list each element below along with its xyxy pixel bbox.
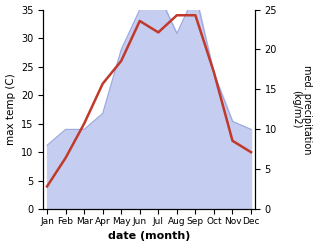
Y-axis label: med. precipitation
(kg/m2): med. precipitation (kg/m2) [291,65,313,154]
X-axis label: date (month): date (month) [108,231,190,242]
Y-axis label: max temp (C): max temp (C) [5,74,16,145]
